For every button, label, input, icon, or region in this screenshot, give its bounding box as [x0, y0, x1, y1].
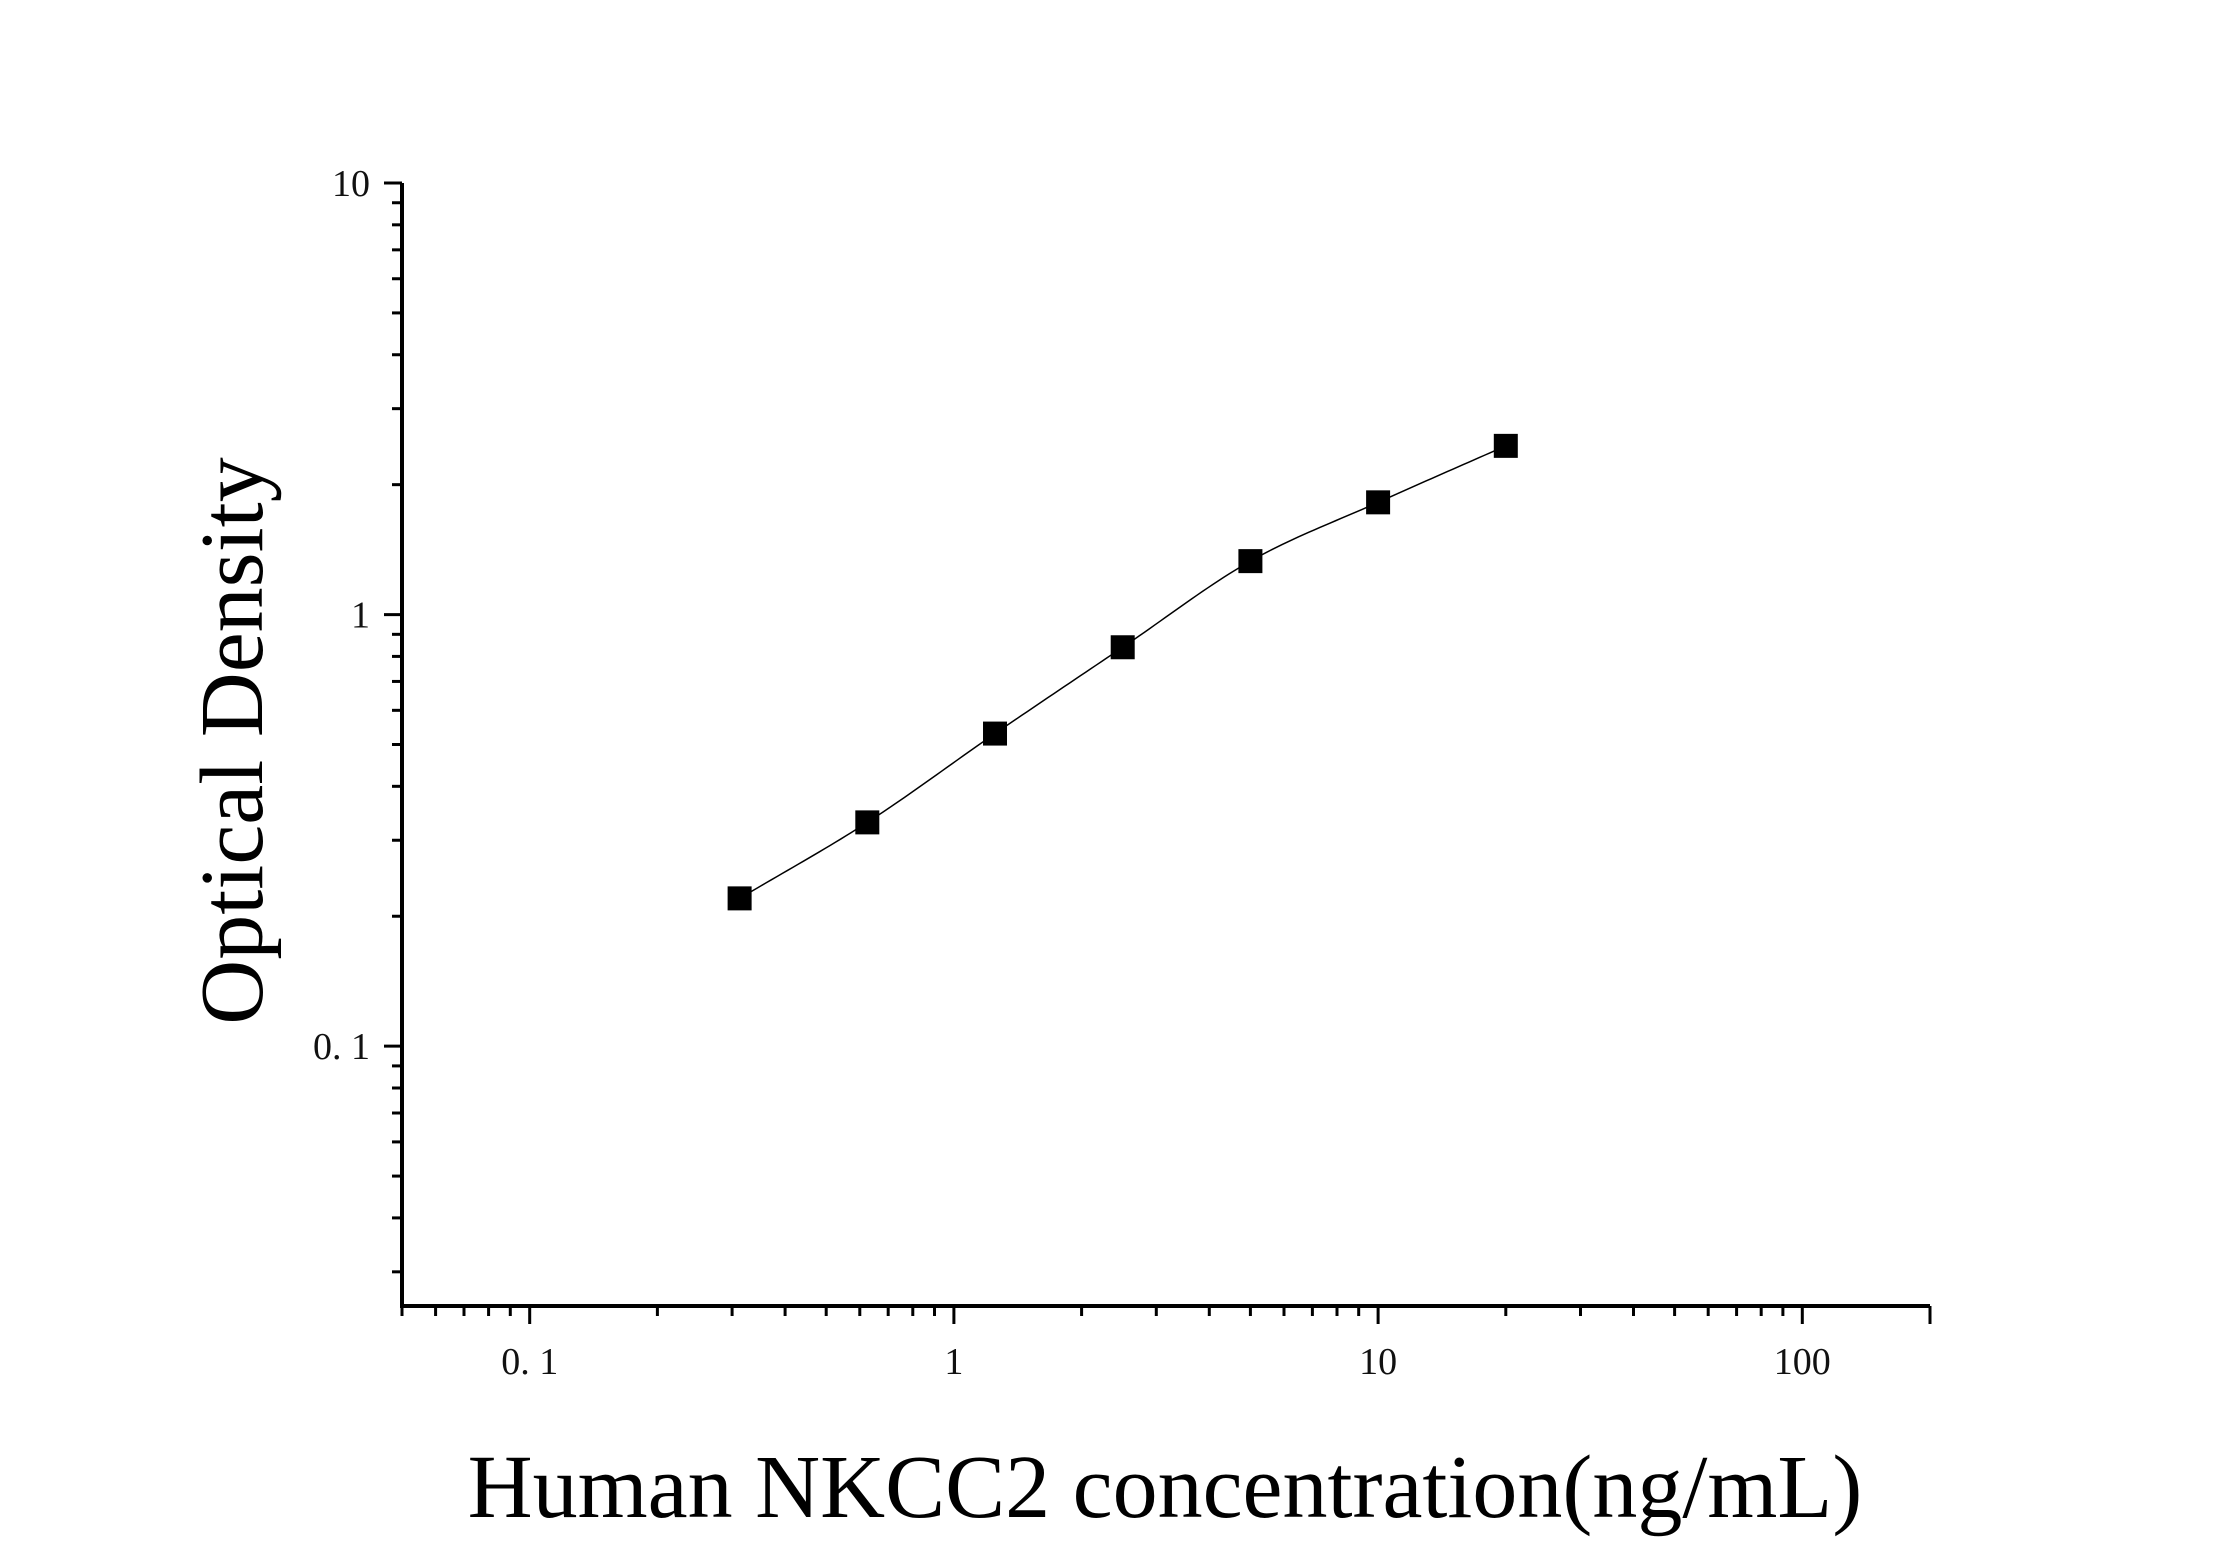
y-tick-labels: 0. 1 1 10: [313, 163, 370, 1068]
fit-curve: [739, 445, 1507, 900]
y-tick-label: 10: [332, 163, 370, 205]
x-axis-ticks: [400, 1306, 1932, 1324]
x-tick-labels: 0. 1 1 10 100: [501, 1341, 1831, 1383]
data-point: [983, 721, 1008, 746]
x-tick-label: 1: [944, 1341, 963, 1383]
data-point: [1110, 635, 1135, 660]
data-point: [1493, 433, 1518, 458]
x-tick-label: 0. 1: [501, 1341, 558, 1383]
data-point: [1366, 490, 1391, 515]
y-axis-ticks: [384, 181, 402, 1274]
x-axis-title: Human NKCC2 concentration(ng/mL): [468, 1438, 1863, 1537]
x-tick-label: 100: [1774, 1341, 1831, 1383]
data-point: [855, 810, 880, 835]
data-points: [727, 433, 1518, 911]
y-tick-label: 0. 1: [313, 1026, 370, 1068]
axes: [384, 181, 1932, 1324]
y-axis-title: Optical Density: [183, 457, 282, 1024]
x-tick-label: 10: [1359, 1341, 1397, 1383]
y-tick-label: 1: [351, 595, 370, 637]
data-point: [727, 886, 752, 911]
data-point: [1238, 549, 1263, 574]
